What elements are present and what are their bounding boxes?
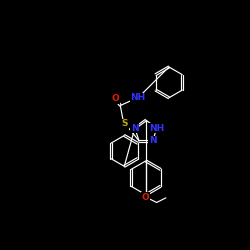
Text: N: N (149, 136, 156, 145)
Text: O: O (111, 94, 119, 103)
Text: S: S (122, 120, 128, 128)
Text: NH: NH (149, 124, 164, 132)
Text: N: N (131, 124, 139, 132)
Text: NH: NH (130, 93, 146, 102)
Text: O: O (142, 192, 150, 202)
